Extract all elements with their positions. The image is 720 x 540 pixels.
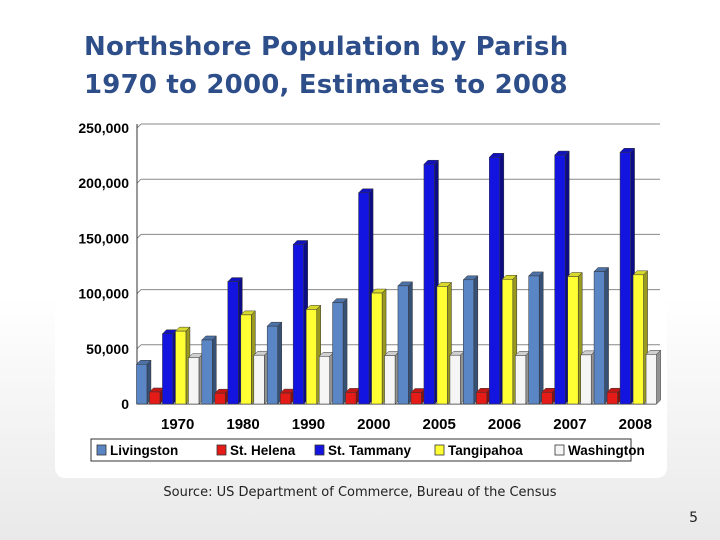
gridline-depth <box>136 178 142 184</box>
bar-tangipahoa-1980 <box>240 314 252 405</box>
gridline-depth <box>136 344 142 350</box>
bar-st-helena-2007 <box>541 392 553 405</box>
bar-livingston-1980 <box>201 339 213 405</box>
bar-st-helena-2008 <box>606 391 618 405</box>
bar-livingston-2008 <box>593 271 605 405</box>
x-tick-label: 1990 <box>292 416 325 433</box>
bar-st-tammany-1970 <box>162 333 174 405</box>
bar-st-tammany-2005 <box>423 163 435 405</box>
title-line-2: 1970 to 2000, Estimates to 2008 <box>84 70 568 100</box>
bar-tangipahoa-1990 <box>305 309 317 405</box>
x-tick-label: 2007 <box>553 416 586 433</box>
legend-label-livingston: Livingston <box>110 443 178 458</box>
bar-st-helena-2005 <box>410 392 422 405</box>
bar-st-helena-1990 <box>279 392 291 405</box>
bar-tangipahoa-2000 <box>371 292 383 405</box>
source-note: Source: US Department of Commerce, Burea… <box>163 485 557 500</box>
bar-washington-1990 <box>318 356 330 405</box>
legend-swatch-st-tammany <box>314 444 325 456</box>
y-tick-label: 250,000 <box>78 120 129 136</box>
legend-label-st-tammany: St. Tammany <box>328 443 412 458</box>
bar-st-tammany-1990 <box>292 244 304 405</box>
bar-st-tammany-2008 <box>619 152 631 405</box>
legend-swatch-washington <box>554 444 565 456</box>
y-tick-label: 100,000 <box>78 286 129 302</box>
x-tick-label: 2008 <box>619 416 652 433</box>
legend-label-washington: Washington <box>568 443 645 458</box>
slide-title: Northshore Population by Parish 1970 to … <box>84 28 684 104</box>
bar-tangipahoa-2008 <box>632 274 644 405</box>
legend-swatch-livingston <box>96 444 107 456</box>
chart-panel: 0 50,000 100,000 150,000 200,000 250,000 1970 1… <box>55 118 667 478</box>
y-tick-label: 0 <box>121 396 129 412</box>
x-tick-label: 2006 <box>488 416 521 433</box>
legend-label-st-helena: St. Helena <box>230 443 296 458</box>
x-tick-label: 2000 <box>357 416 390 433</box>
bar-st-tammany-2006 <box>489 157 501 405</box>
bar-tangipahoa-1970 <box>175 330 187 405</box>
bar-st-tammany-2007 <box>554 154 566 405</box>
y-tick-label: 150,000 <box>78 230 129 246</box>
bar-side <box>538 271 544 405</box>
bar-livingston-2006 <box>463 279 475 405</box>
bar-livingston-1970 <box>136 364 148 405</box>
bar-livingston-2005 <box>397 285 409 405</box>
bar-st-tammany-2000 <box>358 192 370 405</box>
gridline-depth <box>136 289 142 294</box>
legend-box <box>90 438 632 462</box>
bar-st-helena-2006 <box>476 392 488 405</box>
population-bar-chart: 0 50,000 100,000 150,000 200,000 250,000 1970 1… <box>78 120 662 462</box>
bar-st-helena-1980 <box>214 392 226 405</box>
bar-washington-1980 <box>253 354 265 405</box>
x-tick-label: 1980 <box>226 416 259 433</box>
bar-washington-2005 <box>449 354 461 405</box>
bar-side <box>473 275 479 405</box>
legend-label-tangipahoa: Tangipahoa <box>448 443 523 458</box>
bar-side <box>277 321 282 405</box>
bar-tangipahoa-2006 <box>502 278 514 405</box>
title-line-1: Northshore Population by Parish <box>84 32 569 62</box>
bar-washington-2007 <box>580 354 592 405</box>
page-number: 5 <box>689 510 698 526</box>
x-tick-label: 2005 <box>423 416 456 433</box>
bar-st-tammany-1980 <box>227 281 239 405</box>
gridline-depth <box>136 234 142 239</box>
bar-livingston-1990 <box>266 325 278 405</box>
bar-washington-2006 <box>515 355 527 405</box>
legend-swatch-tangipahoa <box>434 444 445 456</box>
bar-side <box>604 266 609 405</box>
bar-side <box>408 281 413 405</box>
bar-tangipahoa-2007 <box>567 276 579 405</box>
bar-side <box>342 298 348 405</box>
y-tick-label: 200,000 <box>78 175 129 191</box>
bar-livingston-2000 <box>332 302 344 405</box>
bar-livingston-2007 <box>528 275 540 405</box>
bar-side <box>656 349 661 405</box>
gridline-depth <box>136 123 142 129</box>
bar-washington-2000 <box>384 355 396 405</box>
bar-washington-2008 <box>645 354 657 405</box>
bar-st-helena-1970 <box>149 391 161 405</box>
legend-swatch-st-helena <box>216 444 227 456</box>
bar-washington-1970 <box>188 357 200 405</box>
bar-tangipahoa-2005 <box>436 286 448 405</box>
y-tick-label: 50,000 <box>86 341 129 357</box>
bar-st-helena-2000 <box>345 392 357 405</box>
x-tick-label: 1970 <box>161 416 194 433</box>
